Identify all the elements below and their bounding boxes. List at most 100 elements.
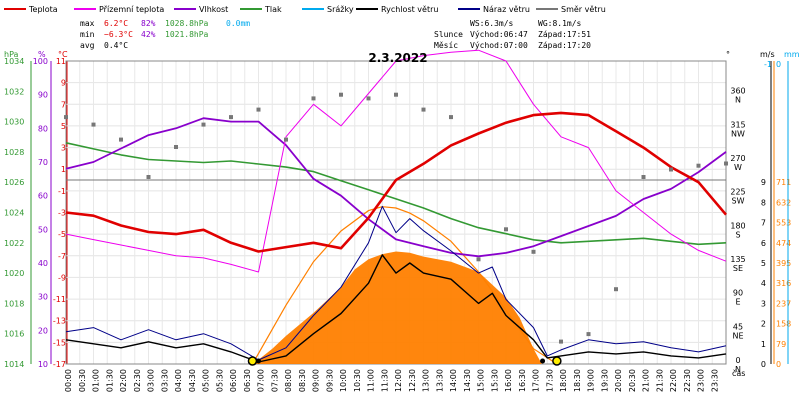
time-tick: 16:00 — [504, 369, 513, 392]
humidity-tick: 90 — [38, 91, 48, 100]
time-tick: 22:00 — [669, 369, 678, 392]
wind-direction-point — [669, 167, 673, 172]
temperature-tick: -11 — [53, 295, 66, 304]
time-tick: 13:30 — [435, 369, 444, 392]
rain-tick: 0 — [776, 60, 781, 69]
wind-direction-point — [586, 332, 591, 337]
humidity-tick: 70 — [38, 158, 48, 167]
wind-direction-point — [256, 107, 261, 112]
wind-tick: 7 — [761, 219, 766, 228]
time-tick: 20:00 — [614, 369, 623, 392]
time-tick: 04:00 — [174, 369, 183, 392]
wind-tick: 0 — [761, 360, 766, 369]
sun-set: Západ:17:51 — [538, 30, 591, 39]
temperature-tick: 11 — [56, 57, 66, 66]
time-tick: 03:00 — [147, 369, 156, 392]
wind-direction-point — [366, 96, 371, 101]
legend-label: Přízemní teplota — [99, 5, 164, 14]
time-tick: 08:30 — [298, 369, 307, 392]
wind-direction-point — [449, 115, 453, 120]
direction-tick: 0 — [735, 356, 740, 365]
stat-avg-label: avg — [80, 41, 95, 50]
pressure-tick: 1024 — [4, 209, 24, 218]
time-tick: 06:30 — [243, 369, 252, 392]
time-tick: 14:00 — [449, 369, 458, 392]
time-tick: 07:00 — [257, 369, 266, 392]
direction-label: SE — [733, 264, 743, 273]
wind-direction-point — [284, 137, 288, 142]
wind-direction-point — [119, 137, 123, 142]
ground-temperature-line — [65, 49, 727, 273]
direction-label: N — [735, 365, 741, 374]
wind-direction-point — [696, 163, 701, 168]
moon-set: Západ:17:20 — [538, 41, 591, 50]
pressure-tick: 1016 — [4, 330, 24, 339]
time-tick: 12:30 — [408, 369, 417, 392]
wind-tick: 1 — [761, 340, 766, 349]
axes: hPa % °C ° m/s mm čas 101410161018102010… — [4, 50, 800, 392]
solar-radiation-area — [253, 251, 542, 364]
stat-avg-temp: 0.4°C — [104, 41, 128, 50]
humidity-tick: 10 — [38, 360, 48, 369]
wind-tick: 4 — [761, 279, 766, 288]
moon-label: Měsíc — [434, 41, 458, 50]
solar-tick: 79 — [776, 340, 786, 349]
wind-tick: 5 — [761, 259, 766, 268]
time-tick: 17:30 — [545, 369, 554, 392]
direction-tick: 315 — [730, 120, 745, 129]
legend-label: Teplota — [28, 5, 58, 14]
wind-direction-point — [229, 115, 233, 120]
astro-block: WS:6.3m/s WG:8.1m/s Slunce Východ:06:47 … — [434, 19, 591, 50]
legend-label: Tlak — [264, 5, 282, 14]
temperature-line — [65, 111, 727, 253]
wind-unit: m/s — [760, 50, 775, 59]
solar-tick: 395 — [776, 259, 791, 268]
stat-min-hum: 42% — [141, 30, 156, 39]
time-tick: 04:30 — [188, 369, 197, 392]
direction-label: SW — [732, 197, 745, 206]
time-tick: 11:00 — [367, 369, 376, 392]
legend-label: Náraz větru — [483, 5, 530, 14]
wind-tick: 8 — [761, 198, 766, 207]
pressure-tick: 1034 — [4, 57, 24, 66]
humidity-unit: % — [38, 50, 46, 59]
direction-label: E — [735, 298, 740, 307]
wind-direction-point — [559, 339, 563, 344]
wind-direction-point — [504, 227, 508, 232]
wind-direction-point — [91, 122, 96, 127]
wind-direction-point — [614, 287, 618, 292]
wind-direction-point — [311, 96, 316, 101]
time-tick: 19:30 — [600, 369, 609, 392]
time-tick: 01:30 — [105, 369, 114, 392]
time-tick: 11:30 — [380, 369, 389, 392]
temperature-tick: 9 — [61, 79, 66, 88]
moonset-marker — [540, 358, 546, 364]
time-tick: 20:30 — [628, 369, 637, 392]
time-tick: 15:30 — [490, 369, 499, 392]
solar-tick: 158 — [776, 320, 791, 329]
wind-direction-point — [531, 249, 536, 254]
humidity-tick: 80 — [38, 124, 48, 133]
direction-tick: 90 — [733, 289, 743, 298]
time-tick: 06:00 — [229, 369, 238, 392]
time-tick: 21:00 — [642, 369, 651, 392]
plot-area — [64, 49, 728, 366]
stat-max-press: 1028.8hPa — [165, 19, 209, 28]
time-tick: 02:00 — [119, 369, 128, 392]
temperature-tick: -7 — [58, 252, 66, 261]
wind-tick: 3 — [761, 299, 766, 308]
sunrise-marker — [247, 356, 258, 366]
time-tick: 07:30 — [270, 369, 279, 392]
time-tick: 09:00 — [312, 369, 321, 392]
time-tick: 03:30 — [160, 369, 169, 392]
temperature-tick: -17 — [53, 360, 66, 369]
time-tick: 18:30 — [573, 369, 582, 392]
temperature-tick: -5 — [58, 230, 66, 239]
rain-unit: mm — [784, 50, 800, 59]
direction-label: N — [735, 96, 741, 105]
wind-speed-line — [65, 254, 727, 363]
solar-tick: 316 — [776, 279, 791, 288]
solar-tick: 0 — [776, 360, 781, 369]
humidity-tick: 100 — [33, 57, 48, 66]
wind-ws: WS:6.3m/s — [470, 19, 514, 28]
